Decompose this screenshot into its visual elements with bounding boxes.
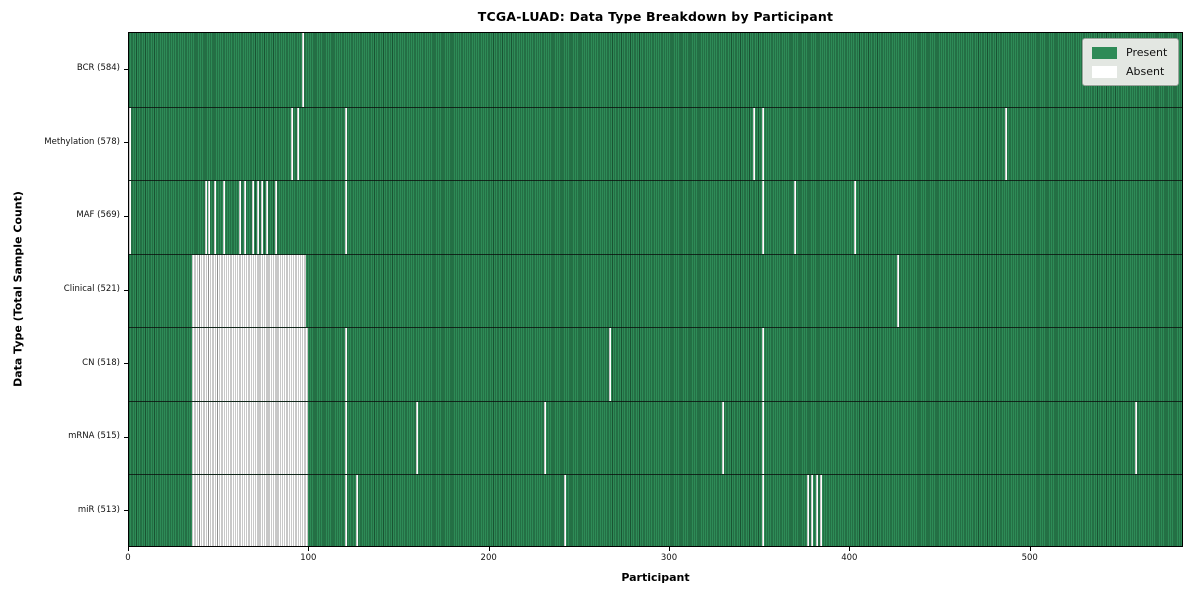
absent-segment xyxy=(853,181,856,255)
x-tick-label: 0 xyxy=(125,553,131,563)
x-tick-mark xyxy=(669,547,671,551)
y-tick-mark xyxy=(124,289,128,291)
heatmap-row-CN xyxy=(129,327,1182,402)
x-tick-mark xyxy=(1029,547,1031,551)
absent-segment xyxy=(345,328,348,402)
heatmap-row-miR xyxy=(129,474,1182,546)
absent-segment xyxy=(543,401,546,476)
heatmap-grid xyxy=(129,33,1182,546)
absent-segment xyxy=(192,401,308,476)
y-tick-label-mRNA: mRNA (515) xyxy=(68,431,120,442)
x-tick-mark xyxy=(128,547,129,551)
absent-segment xyxy=(1135,401,1138,476)
absent-segment xyxy=(204,181,207,255)
absent-segment xyxy=(762,401,764,476)
y-tick-mark xyxy=(124,215,128,217)
heatmap-row-Methylation xyxy=(129,106,1182,182)
absent-segment xyxy=(192,254,306,329)
absent-segment xyxy=(222,181,225,255)
absent-segment xyxy=(897,254,900,329)
y-tick-label-Clinical: Clinical (521) xyxy=(63,284,120,294)
y-tick-mark xyxy=(124,363,128,365)
absent-segment xyxy=(752,107,755,182)
absent-segment xyxy=(1005,107,1008,182)
x-axis-label: Participant xyxy=(621,571,690,584)
chart-title: TCGA-LUAD: Data Type Breakdown by Partic… xyxy=(477,9,834,24)
absent-segment xyxy=(345,181,348,255)
legend: Present Absent xyxy=(1082,38,1180,86)
y-tick-label-Methylation: Methylation (578) xyxy=(44,136,120,147)
x-tick-label: 500 xyxy=(1021,553,1038,563)
y-tick-mark xyxy=(124,436,128,438)
heatmap-row-Clinical xyxy=(129,253,1182,329)
absent-segment xyxy=(816,475,819,546)
absent-segment xyxy=(722,401,725,476)
x-tick-mark xyxy=(488,547,490,551)
absent-segment xyxy=(762,475,764,546)
absent-segment xyxy=(356,475,359,546)
absent-segment xyxy=(762,328,764,402)
absent-segment xyxy=(244,181,247,255)
legend-label-absent: Absent xyxy=(1126,65,1165,78)
y-tick-mark xyxy=(124,68,128,70)
absent-segment xyxy=(762,181,764,255)
heatmap-row-BCR xyxy=(129,33,1182,108)
absent-segment xyxy=(291,107,294,182)
absent-segment xyxy=(192,475,308,546)
absent-segment xyxy=(794,181,797,255)
absent-segment xyxy=(213,181,216,255)
absent-segment xyxy=(819,475,822,546)
absent-segment xyxy=(257,181,260,255)
absent-segment xyxy=(345,107,348,182)
absent-segment xyxy=(807,475,810,546)
absent-segment xyxy=(608,328,611,402)
absent-segment xyxy=(345,475,348,546)
present-swatch-icon xyxy=(1092,46,1117,59)
absent-segment xyxy=(129,181,131,255)
legend-entry-absent: Absent xyxy=(1092,65,1167,78)
absent-segment xyxy=(266,181,269,255)
absent-segment xyxy=(810,475,813,546)
absent-segment xyxy=(415,401,418,476)
y-tick-label-miR: miR (513) xyxy=(77,504,120,515)
absent-segment xyxy=(302,33,305,108)
x-tick-label: 300 xyxy=(660,553,678,563)
heatmap-row-MAF xyxy=(129,180,1182,255)
y-tick-mark xyxy=(124,142,128,144)
absent-segment xyxy=(192,328,308,402)
absent-segment xyxy=(129,107,131,182)
absent-swatch-icon xyxy=(1092,65,1117,78)
absent-segment xyxy=(239,181,241,255)
y-tick-mark xyxy=(124,510,128,512)
heatmap-plot-area xyxy=(128,32,1183,547)
y-tick-label-MAF: MAF (569) xyxy=(76,210,120,221)
legend-entry-present: Present xyxy=(1092,46,1167,59)
absent-segment xyxy=(762,107,764,182)
x-tick-label: 100 xyxy=(300,553,317,563)
x-tick-mark xyxy=(308,547,310,551)
x-tick-mark xyxy=(849,547,851,551)
x-tick-label: 200 xyxy=(480,553,497,563)
absent-segment xyxy=(208,181,211,255)
absent-segment xyxy=(275,181,278,255)
absent-segment xyxy=(296,107,299,182)
absent-segment xyxy=(563,475,566,546)
absent-segment xyxy=(251,181,254,255)
x-tick-label: 400 xyxy=(841,553,858,563)
legend-label-present: Present xyxy=(1126,46,1168,59)
y-tick-label-BCR: BCR (584) xyxy=(76,63,120,74)
heatmap-row-mRNA xyxy=(129,400,1182,476)
y-tick-label-CN: CN (518) xyxy=(82,357,120,368)
absent-segment xyxy=(260,181,263,255)
absent-segment xyxy=(345,401,348,476)
